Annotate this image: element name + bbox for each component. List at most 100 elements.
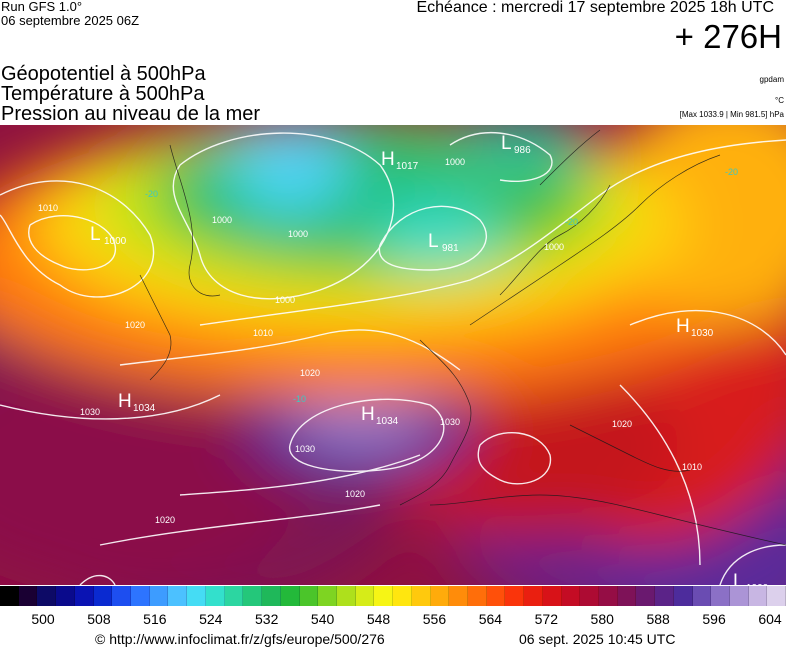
svg-text:1000: 1000 xyxy=(746,583,769,585)
temperature-labels: -20 -20 -10 -20 xyxy=(145,167,738,404)
colorbar-swatch xyxy=(449,586,468,606)
svg-text:-20: -20 xyxy=(565,217,578,227)
svg-text:986: 986 xyxy=(514,145,531,156)
colorbar-swatch xyxy=(692,586,712,606)
svg-text:1000: 1000 xyxy=(104,236,127,247)
svg-text:1034: 1034 xyxy=(376,416,399,427)
legend-title-geopotential: Géopotentiel à 500hPa xyxy=(1,63,206,85)
colorbar-swatch xyxy=(636,586,656,606)
unit-pressure: [Max 1033.9 | Min 981.5] hPa xyxy=(679,110,784,119)
colorbar-tick-label: 588 xyxy=(646,611,670,627)
colorbar-swatch xyxy=(711,586,731,606)
svg-text:L: L xyxy=(733,571,744,585)
svg-text:1020: 1020 xyxy=(345,489,365,499)
colorbar-swatch xyxy=(168,586,188,606)
colorbar-tick-label: 548 xyxy=(366,611,391,627)
colorbar-swatch xyxy=(430,586,450,606)
colorbar-swatch xyxy=(149,586,169,606)
colorbar-ticks: 500 508 516 524 532 540 548 556 564 572 580 588 596 6… xyxy=(0,611,786,629)
colorbar-swatch xyxy=(18,586,38,606)
echeance-label: Echéance : mercredi 17 septembre 2025 18… xyxy=(416,0,774,16)
weather-map: H 1017 L 986 L 1000 L 981 H 1030 H 1034 xyxy=(0,125,786,585)
svg-text:1010: 1010 xyxy=(38,203,58,213)
svg-text:H: H xyxy=(676,316,690,337)
svg-text:1000: 1000 xyxy=(275,295,295,305)
forecast-offset: + 276H xyxy=(674,18,782,55)
colorbar-swatch xyxy=(505,586,525,606)
svg-text:1020: 1020 xyxy=(125,320,145,330)
svg-text:H: H xyxy=(361,404,375,425)
svg-text:1020: 1020 xyxy=(612,419,632,429)
colorbar-tick-label: 580 xyxy=(590,611,614,627)
colorbar xyxy=(0,586,786,606)
isobar-labels: 1010 1000 1000 1000 1000 1010 1020 1020 … xyxy=(38,157,702,525)
colorbar-swatch xyxy=(580,586,599,606)
svg-text:-20: -20 xyxy=(725,167,738,177)
colorbar-swatch xyxy=(655,586,674,606)
colorbar-swatch xyxy=(318,586,337,606)
svg-text:1000: 1000 xyxy=(212,215,232,225)
colorbar-tick-label: 572 xyxy=(534,611,558,627)
colorbar-tick-label: 516 xyxy=(143,611,167,627)
pressure-center-high: H 1030 xyxy=(676,316,714,339)
colorbar-swatch xyxy=(243,586,263,606)
svg-text:1000: 1000 xyxy=(544,242,564,252)
colorbar-swatch xyxy=(56,586,75,606)
svg-text:1030: 1030 xyxy=(691,328,714,339)
pressure-center-high: H 1034 xyxy=(118,391,156,414)
colorbar-swatch xyxy=(561,586,581,606)
colorbar-swatch xyxy=(280,586,300,606)
colorbar-swatch xyxy=(37,586,57,606)
colorbar-swatch xyxy=(467,586,487,606)
unit-geopotential: gpdam xyxy=(759,75,784,84)
svg-text:1020: 1020 xyxy=(300,368,320,378)
colorbar-swatch xyxy=(355,586,375,606)
svg-text:H: H xyxy=(118,391,132,412)
svg-text:981: 981 xyxy=(442,243,459,254)
colorbar-swatch xyxy=(93,586,113,606)
colorbar-swatch xyxy=(112,586,132,606)
pressure-centers: H 1017 L 986 L 1000 L 981 H 1030 H 1034 xyxy=(90,133,769,585)
colorbar-swatch xyxy=(187,586,206,606)
colorbar-swatch xyxy=(767,586,786,606)
legend-title-temperature: Température à 500hPa xyxy=(1,83,205,105)
colorbar-swatch xyxy=(673,586,693,606)
colorbar-swatch xyxy=(748,586,768,606)
svg-text:1000: 1000 xyxy=(445,157,465,167)
pressure-center-low: L 1000 xyxy=(733,571,769,585)
svg-text:L: L xyxy=(501,133,512,154)
pressure-center-high: H 1034 xyxy=(361,404,399,427)
colorbar-swatch xyxy=(224,586,244,606)
isobar-lines xyxy=(0,132,786,585)
colorbar-swatch xyxy=(262,586,281,606)
svg-text:1030: 1030 xyxy=(440,417,460,427)
footer-source-link[interactable]: © http://www.infoclimat.fr/z/gfs/europe/… xyxy=(95,631,385,647)
colorbar-swatch xyxy=(131,586,150,606)
legend-title-pressure: Pression au niveau de la mer xyxy=(1,103,261,125)
colorbar-swatch xyxy=(617,586,637,606)
colorbar-tick-label: 596 xyxy=(702,611,726,627)
colorbar-tick-label: 508 xyxy=(87,611,111,627)
svg-text:H: H xyxy=(381,149,395,170)
colorbar-swatch xyxy=(542,586,562,606)
svg-text:1010: 1010 xyxy=(253,328,273,338)
colorbar-tick-label: 540 xyxy=(310,611,335,627)
colorbar-swatch xyxy=(730,586,749,606)
colorbar-tick-label: 564 xyxy=(478,611,503,627)
svg-text:1010: 1010 xyxy=(682,462,702,472)
colorbar-swatch xyxy=(336,586,356,606)
svg-text:1030: 1030 xyxy=(80,407,100,417)
colorbar-swatch xyxy=(299,586,319,606)
colorbar-tick-label: 500 xyxy=(31,611,55,627)
svg-text:L: L xyxy=(428,231,439,252)
coastlines xyxy=(139,129,786,546)
svg-text:1017: 1017 xyxy=(396,161,419,172)
svg-text:1000: 1000 xyxy=(288,229,308,239)
run-date: 06 septembre 2025 06Z xyxy=(1,13,140,28)
geopotential-field xyxy=(0,125,786,585)
colorbar-swatch xyxy=(411,586,431,606)
colorbar-tick-label: 524 xyxy=(199,611,223,627)
colorbar-swatch xyxy=(74,586,94,606)
svg-text:-20: -20 xyxy=(145,189,158,199)
